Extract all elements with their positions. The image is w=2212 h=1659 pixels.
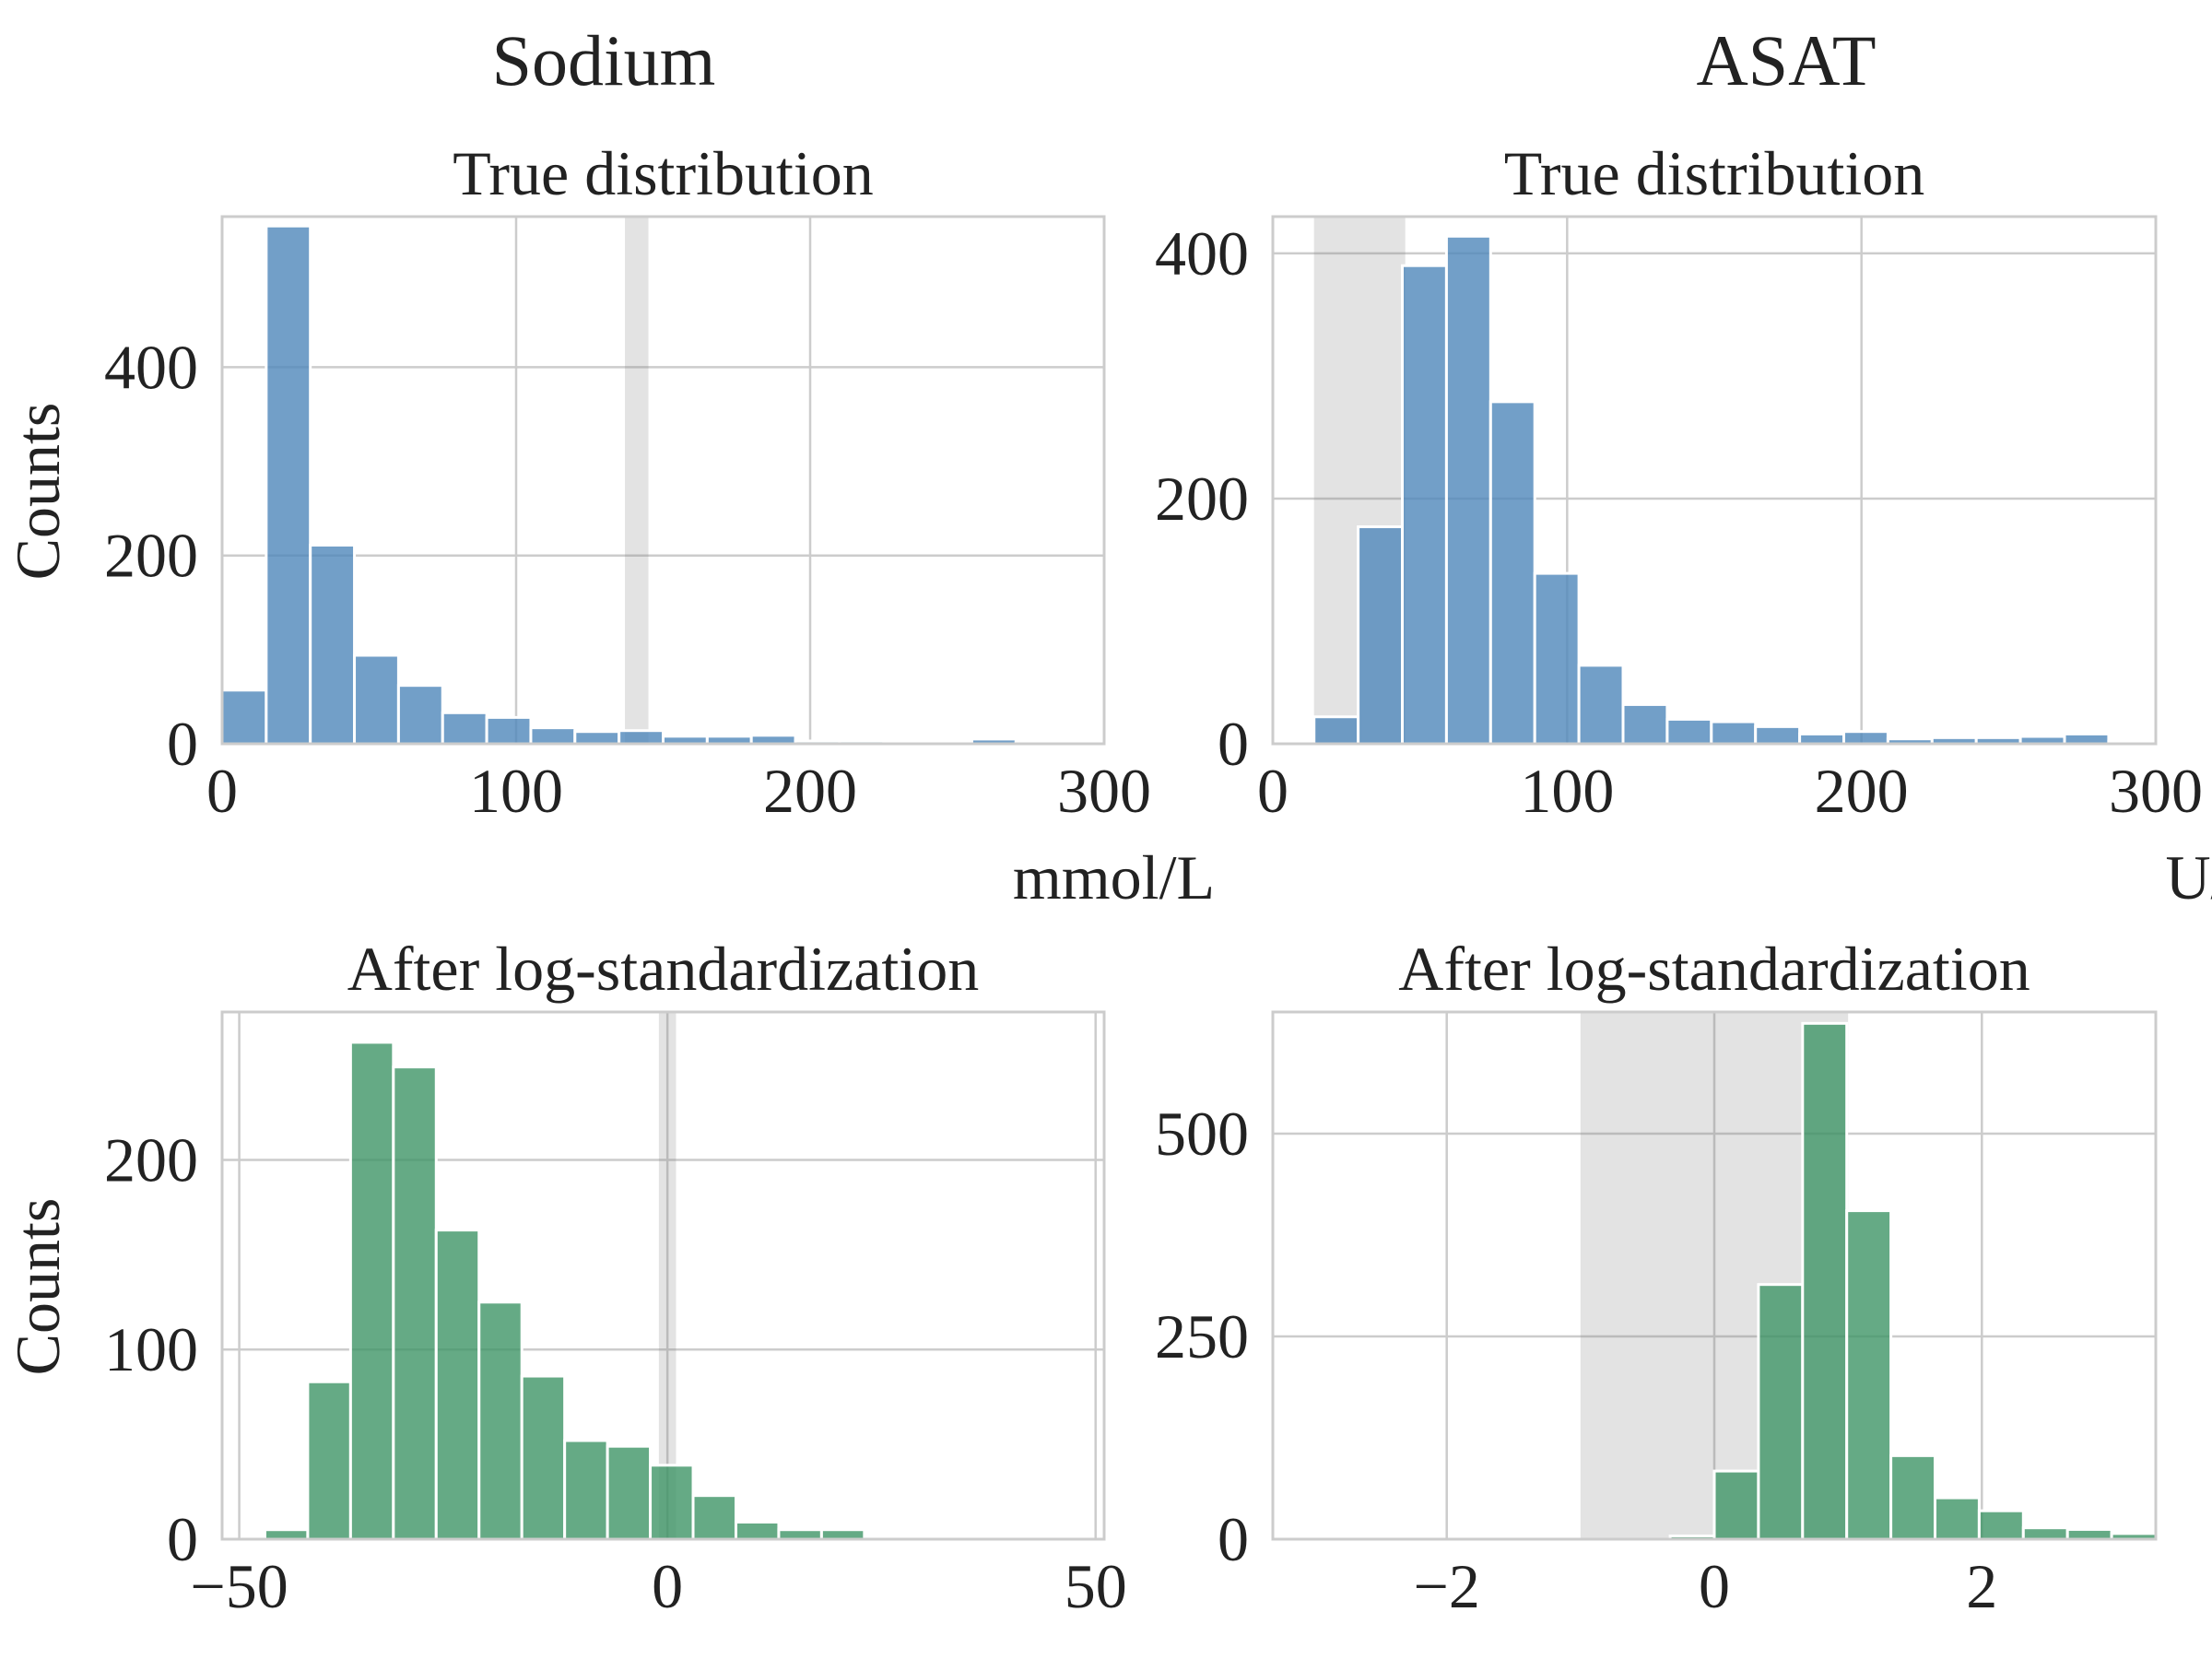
histogram-bar (396, 684, 444, 746)
histogram-bar (734, 1520, 781, 1541)
histogram-bar (2021, 1526, 2069, 1541)
y-tick-label: 200 (104, 1124, 198, 1194)
column-title-asat: ASAT (1696, 20, 1876, 100)
panel-title: After log-standardization (1398, 934, 2030, 1004)
axes-frame (1271, 1010, 2158, 1541)
histogram-bar (220, 688, 268, 746)
histogram-bar (1842, 730, 1889, 746)
histogram-bar (573, 730, 621, 746)
histogram-bar (1934, 1496, 1981, 1541)
histogram-bar (1977, 1509, 2025, 1541)
histogram-bar (1577, 664, 1625, 746)
x-tick-label: 50 (1065, 1551, 1127, 1621)
asat-log-panel: −2 0 2 0 250 500 After log-standardization (1155, 934, 2158, 1621)
y-tick-label: 200 (104, 521, 198, 591)
x-tick-label: 0 (1699, 1551, 1730, 1621)
x-tick-label: 100 (1520, 756, 1614, 826)
y-axis-label: Counts (3, 1198, 73, 1376)
histogram-bar (649, 1464, 695, 1541)
x-tick-label: 300 (1057, 756, 1151, 826)
panel-title: True distribution (1504, 138, 1925, 208)
histogram-bar (606, 1444, 653, 1541)
histogram-bar (392, 1065, 438, 1541)
x-axis-label: mmol/L (1013, 842, 1215, 912)
y-tick-label: 0 (167, 709, 198, 779)
histogram-bar (1665, 717, 1713, 746)
x-tick-label: 200 (1815, 756, 1909, 826)
histogram-bar (1889, 1453, 1937, 1541)
y-tick-label: 250 (1155, 1301, 1249, 1371)
histogram-bar (1312, 715, 1360, 746)
histogram-bar (353, 653, 400, 746)
histogram-bar (529, 726, 577, 746)
histogram-bar (1845, 1209, 1893, 1541)
normal-range-band (625, 217, 649, 744)
histogram-bar (441, 711, 488, 746)
histogram-bar (265, 224, 312, 746)
histogram-bar (2065, 1527, 2113, 1541)
x-tick-label: 100 (469, 756, 563, 826)
histogram-bar (1712, 1469, 1760, 1541)
x-tick-label: 200 (763, 756, 857, 826)
y-tick-label: 0 (167, 1504, 198, 1574)
normal-range-band (658, 1012, 677, 1539)
histogram-bar (1533, 571, 1581, 746)
x-tick-label: −2 (1414, 1551, 1480, 1621)
histogram-bar (309, 543, 357, 746)
axes-frame (220, 1010, 1106, 1541)
axes-frame (1271, 215, 2158, 746)
y-tick-label: 100 (104, 1314, 198, 1384)
y-tick-label: 500 (1155, 1099, 1249, 1169)
histogram-bar (1757, 1283, 1805, 1541)
histogram-bar (819, 1528, 866, 1541)
sodium-true-panel: 0 100 200 300 0 200 400 True distribution mmol/L… (3, 138, 1215, 912)
histogram-bar (1798, 732, 1846, 746)
x-tick-label: −50 (190, 1551, 288, 1621)
histogram-bar (1488, 400, 1536, 746)
histogram-bar (263, 1528, 310, 1541)
y-tick-label: 0 (1218, 1504, 1249, 1574)
x-tick-label: 300 (2109, 756, 2203, 826)
histogram-bar (1357, 525, 1405, 746)
y-tick-label: 400 (104, 332, 198, 402)
y-tick-label: 200 (1155, 464, 1249, 534)
histogram-bar (618, 729, 665, 746)
asat-true-panel: 0 100 200 300 0 200 400 True distribution U/L (1155, 138, 2212, 912)
axes-frame (220, 215, 1106, 746)
histogram-bar (477, 1300, 524, 1541)
histogram-bar (2063, 732, 2111, 746)
histogram-bar (1444, 234, 1492, 746)
y-tick-label: 400 (1155, 218, 1249, 288)
histogram-bar (485, 715, 533, 746)
histogram-bar (1710, 720, 1758, 746)
histogram-bar (1754, 724, 1802, 746)
panel-title: True distribution (453, 138, 874, 208)
x-tick-label: 0 (652, 1551, 683, 1621)
panel-title: After log-standardization (347, 934, 979, 1004)
y-axis-label: Counts (3, 403, 73, 581)
x-axis-label: U/L (2165, 842, 2212, 912)
column-title-sodium: Sodium (492, 20, 716, 100)
histogram-bar (306, 1380, 352, 1541)
histogram-bar (691, 1494, 737, 1541)
histogram-bar (520, 1374, 567, 1541)
histogram-bar (434, 1229, 481, 1541)
histogram-bar (563, 1439, 609, 1541)
histogram-bar (1401, 264, 1448, 746)
x-tick-label: 0 (206, 756, 238, 826)
histogram-bar (348, 1041, 395, 1541)
histogram-bar (1621, 702, 1669, 746)
histogram-bar (1801, 1021, 1849, 1541)
x-tick-label: 0 (1257, 756, 1288, 826)
x-tick-label: 2 (1966, 1551, 1997, 1621)
y-tick-label: 0 (1218, 709, 1249, 779)
histogram-bar (777, 1528, 823, 1541)
